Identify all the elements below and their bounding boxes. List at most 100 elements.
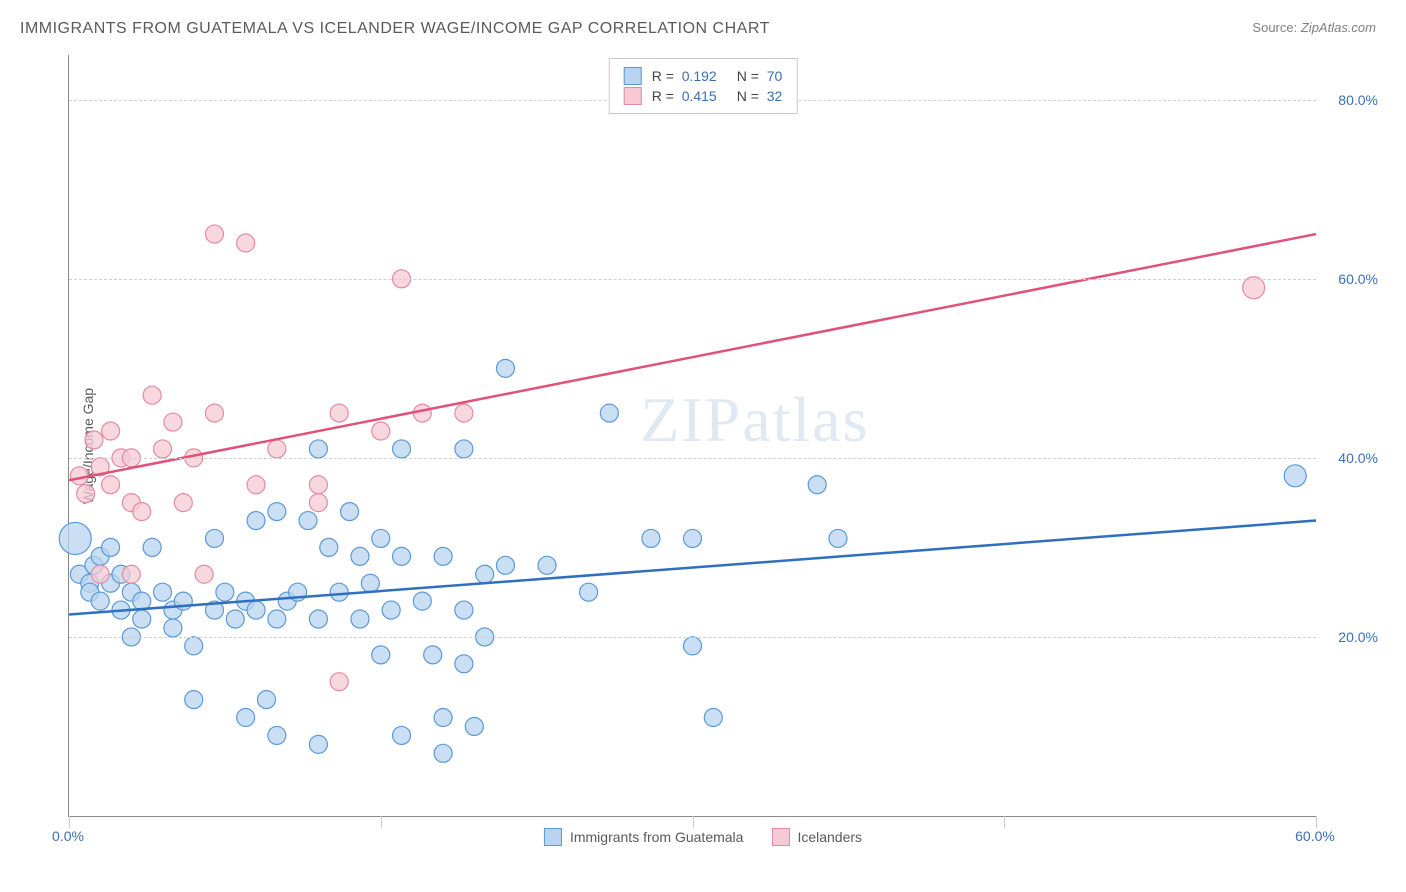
- gridline-horizontal: [69, 458, 1316, 459]
- legend-n-label: N = 70: [737, 68, 783, 84]
- data-point: [829, 529, 847, 547]
- data-point: [154, 583, 172, 601]
- data-point: [309, 476, 327, 494]
- data-point: [247, 601, 265, 619]
- data-point: [330, 583, 348, 601]
- y-tick-label: 40.0%: [1338, 450, 1378, 466]
- legend-swatch: [771, 828, 789, 846]
- data-point: [393, 547, 411, 565]
- legend-n-label: N = 32: [737, 88, 783, 104]
- chart-container: IMMIGRANTS FROM GUATEMALA VS ICELANDER W…: [20, 20, 1386, 872]
- data-point: [299, 512, 317, 530]
- x-tick: [69, 816, 70, 828]
- data-point: [77, 485, 95, 503]
- data-point: [684, 637, 702, 655]
- y-tick-label: 20.0%: [1338, 629, 1378, 645]
- data-point: [330, 404, 348, 422]
- data-point: [205, 404, 223, 422]
- legend-label: Icelanders: [797, 829, 862, 845]
- data-point: [413, 404, 431, 422]
- data-point: [237, 234, 255, 252]
- data-point: [185, 637, 203, 655]
- data-point: [102, 422, 120, 440]
- data-point: [455, 655, 473, 673]
- data-point: [424, 646, 442, 664]
- data-point: [393, 726, 411, 744]
- data-point: [133, 503, 151, 521]
- x-tick: [693, 816, 694, 828]
- data-point: [247, 512, 265, 530]
- data-point: [465, 717, 483, 735]
- data-point: [704, 709, 722, 727]
- data-point: [154, 440, 172, 458]
- data-point: [330, 673, 348, 691]
- data-point: [309, 440, 327, 458]
- data-point: [309, 610, 327, 628]
- data-point: [122, 565, 140, 583]
- data-point: [268, 503, 286, 521]
- trend-line: [69, 234, 1316, 480]
- data-point: [684, 529, 702, 547]
- data-point: [580, 583, 598, 601]
- gridline-horizontal: [69, 637, 1316, 638]
- data-point: [434, 547, 452, 565]
- x-tick-label: 0.0%: [52, 828, 84, 844]
- legend-item: Icelanders: [771, 828, 862, 846]
- data-point: [413, 592, 431, 610]
- data-point: [216, 583, 234, 601]
- data-point: [102, 476, 120, 494]
- legend-r-label: R = 0.192: [652, 68, 717, 84]
- source-value: ZipAtlas.com: [1301, 20, 1376, 35]
- data-point: [102, 538, 120, 556]
- legend-r-value: 0.415: [682, 88, 717, 104]
- data-point: [257, 691, 275, 709]
- data-point: [195, 565, 213, 583]
- data-point: [393, 440, 411, 458]
- x-tick: [1316, 816, 1317, 828]
- data-point: [496, 556, 514, 574]
- data-point: [1284, 465, 1306, 487]
- gridline-horizontal: [69, 279, 1316, 280]
- legend-swatch: [624, 67, 642, 85]
- legend-r-value: 0.192: [682, 68, 717, 84]
- data-point: [341, 503, 359, 521]
- x-tick: [381, 816, 382, 828]
- legend-series: Immigrants from Guatemala Icelanders: [544, 828, 862, 846]
- data-point: [268, 440, 286, 458]
- legend-label: Immigrants from Guatemala: [570, 829, 744, 845]
- data-point: [351, 610, 369, 628]
- legend-n-value: 32: [767, 88, 783, 104]
- data-point: [372, 646, 390, 664]
- data-point: [85, 431, 103, 449]
- data-point: [455, 601, 473, 619]
- chart-title: IMMIGRANTS FROM GUATEMALA VS ICELANDER W…: [20, 20, 770, 38]
- data-point: [538, 556, 556, 574]
- legend-stats-box: R = 0.192N = 70R = 0.415N = 32: [609, 58, 798, 114]
- data-point: [268, 610, 286, 628]
- data-point: [372, 422, 390, 440]
- source-label: Source:: [1252, 20, 1297, 35]
- data-point: [372, 529, 390, 547]
- x-tick: [1004, 816, 1005, 828]
- data-point: [91, 565, 109, 583]
- data-point: [164, 413, 182, 431]
- data-point: [808, 476, 826, 494]
- data-point: [476, 565, 494, 583]
- data-point: [133, 610, 151, 628]
- data-point: [455, 404, 473, 422]
- data-point: [455, 440, 473, 458]
- data-point: [382, 601, 400, 619]
- y-tick-label: 60.0%: [1338, 271, 1378, 287]
- data-point: [226, 610, 244, 628]
- data-point: [320, 538, 338, 556]
- data-point: [164, 619, 182, 637]
- data-point: [237, 709, 255, 727]
- plot-area: ZIPatlas: [68, 55, 1316, 817]
- data-point: [185, 691, 203, 709]
- data-point: [143, 386, 161, 404]
- legend-stat-row: R = 0.192 N = 70: [624, 67, 783, 85]
- data-point: [174, 494, 192, 512]
- data-point: [496, 359, 514, 377]
- data-point: [91, 592, 109, 610]
- legend-n-value: 70: [767, 68, 783, 84]
